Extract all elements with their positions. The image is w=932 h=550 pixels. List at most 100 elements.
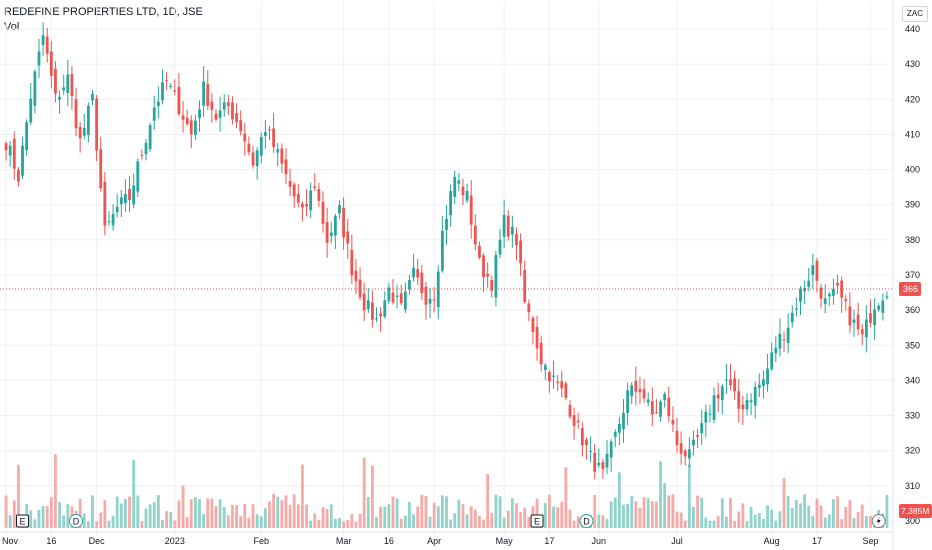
volume-bar (745, 521, 749, 528)
volume-bar (790, 508, 794, 528)
candle-body (696, 435, 699, 437)
volume-bar (17, 464, 20, 528)
candle-body (543, 365, 547, 371)
earnings-marker[interactable]: E (530, 514, 544, 528)
volume-bar (292, 494, 296, 528)
price-tick-label: 380 (905, 235, 920, 245)
candle-body (296, 193, 300, 203)
volume-bar (358, 513, 362, 528)
volume-bar (82, 513, 86, 528)
dividend-marker[interactable]: D (69, 514, 84, 528)
candle-body (659, 401, 662, 417)
candle-body (177, 86, 181, 115)
volume-bar (692, 507, 695, 528)
candle-body (321, 201, 325, 224)
volume-bar (268, 501, 271, 528)
candle-body (675, 430, 679, 446)
time-tick-label: May (496, 536, 514, 546)
volume-bar (62, 515, 66, 528)
volume-bar (593, 495, 597, 528)
candle-body (807, 280, 811, 287)
candle-body (259, 137, 263, 156)
volume-bar (420, 494, 424, 528)
candle-body (832, 288, 835, 296)
candle-body (309, 190, 313, 211)
volume-bar (827, 514, 831, 528)
candle-body (774, 347, 778, 354)
time-tick-label: Feb (254, 536, 270, 546)
volume-bar (663, 483, 667, 528)
candle-body (729, 379, 732, 386)
volume-bar (49, 497, 53, 528)
volume-bar (687, 464, 691, 528)
volume-bar (572, 520, 576, 528)
candle-body (428, 298, 432, 304)
volume-bar (103, 500, 107, 528)
volume-bar (255, 514, 259, 528)
candle-body (276, 149, 280, 153)
volume-bar (119, 503, 123, 528)
candle-body (231, 102, 234, 120)
volume-bar (169, 512, 173, 528)
time-tick-label: Apr (427, 536, 441, 546)
candle-body (74, 99, 78, 129)
candle-body (593, 452, 597, 472)
candle-body (198, 109, 201, 119)
candle-body (412, 267, 415, 278)
candle-body (757, 384, 761, 389)
volume-bar (823, 517, 827, 528)
candle-body (548, 372, 551, 382)
candle-body (21, 145, 24, 176)
event-marker-label: E (20, 517, 26, 527)
volume-bar (543, 503, 547, 528)
volume-bar (725, 516, 728, 528)
candle-body (82, 127, 86, 136)
volume-value-label: 7.385M (901, 506, 929, 516)
volume-bar (91, 495, 94, 528)
candle-body (852, 319, 856, 323)
candle-body (502, 214, 506, 237)
price-tick-label: 310 (905, 481, 920, 491)
volume-bar (251, 504, 255, 528)
volume-bar (152, 502, 156, 528)
volume-bar (729, 498, 732, 528)
volume-bar (609, 501, 613, 528)
currency-button[interactable]: ZAC (902, 6, 928, 22)
volume-bar (840, 519, 844, 528)
candle-body (350, 250, 354, 276)
volume-bar (832, 499, 835, 528)
candle-body (556, 381, 560, 383)
candle-body (811, 265, 815, 276)
candle-body (78, 126, 82, 139)
earnings-marker[interactable]: E (16, 514, 30, 528)
volume-bar (712, 520, 716, 528)
candle-body (663, 393, 667, 400)
volume-bar (605, 518, 609, 528)
candle-body (255, 150, 259, 167)
volume-bar (140, 521, 144, 528)
candle-body (836, 283, 839, 286)
chart-title: REDEFINE PROPERTIES LTD, 1D, JSE (4, 6, 203, 18)
candle-body (494, 254, 498, 298)
candle-body (617, 423, 621, 433)
candle-body (317, 189, 321, 201)
candle-body (194, 120, 197, 135)
volume-bar (704, 517, 708, 528)
volume-value-badge (899, 504, 932, 518)
volume-bar (535, 498, 539, 528)
volume-bar (259, 516, 263, 528)
candle-body (589, 450, 592, 452)
candle-body (799, 288, 802, 302)
volume-bar (58, 502, 61, 528)
dividend-marker[interactable]: D (579, 514, 594, 528)
volume-bar (852, 518, 856, 528)
volume-bar (156, 495, 160, 528)
volume-bar (136, 495, 140, 528)
volume-bar (206, 498, 210, 528)
candle-body (375, 318, 378, 320)
candle-body (634, 380, 638, 392)
volume-bar (161, 520, 164, 528)
candle-body (473, 225, 477, 245)
volume-bar (391, 496, 395, 528)
